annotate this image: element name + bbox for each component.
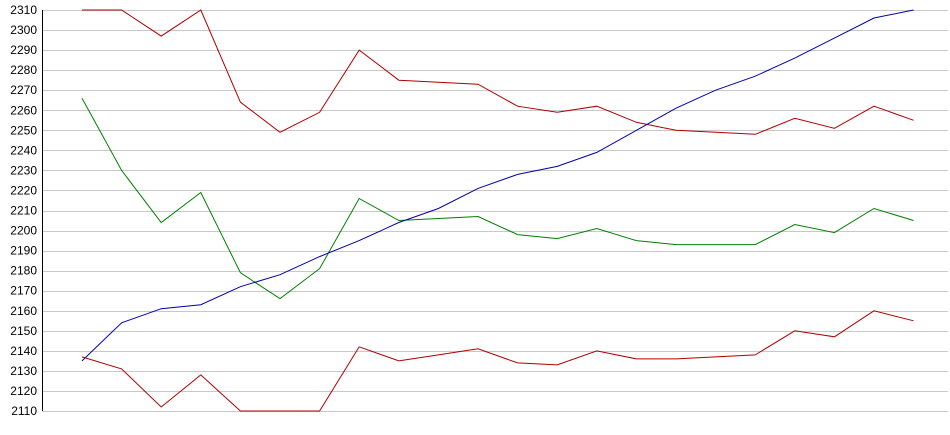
y-tick-label: 2110 xyxy=(11,404,37,418)
y-tick-label: 2200 xyxy=(10,224,37,238)
y-tick-label: 2240 xyxy=(10,143,37,157)
y-tick-label: 2310 xyxy=(10,3,37,17)
y-tick-label: 2270 xyxy=(10,83,37,97)
y-tick-label: 2150 xyxy=(10,324,37,338)
y-tick-label: 2210 xyxy=(10,204,37,218)
y-tick-label: 2190 xyxy=(10,244,37,258)
y-tick-label: 2230 xyxy=(10,163,37,177)
y-tick-label: 2260 xyxy=(10,103,37,117)
y-tick-label: 2220 xyxy=(10,183,37,197)
grid-layer xyxy=(42,10,948,412)
series-line-1 xyxy=(82,9,914,135)
y-tick-label: 2300 xyxy=(10,23,37,37)
y-tick-label: 2170 xyxy=(10,284,37,298)
y-tick-label: 2290 xyxy=(10,43,37,57)
y-tick-label: 2180 xyxy=(10,264,37,278)
y-axis-tick-labels: 2110 2120 2130 2140 2150 2160 2170 2180 2190 2200… xyxy=(10,3,37,418)
series-line-3 xyxy=(81,9,914,362)
series-line-4 xyxy=(81,310,914,412)
y-tick-label: 2140 xyxy=(10,344,37,358)
y-tick-label: 2120 xyxy=(10,384,37,398)
y-tick-label: 2130 xyxy=(10,364,37,378)
series-layer xyxy=(81,9,914,412)
y-tick-label: 2250 xyxy=(10,123,37,137)
series-line-2 xyxy=(81,97,914,300)
y-tick-label: 2160 xyxy=(10,304,37,318)
y-tick-label: 2280 xyxy=(10,63,37,77)
